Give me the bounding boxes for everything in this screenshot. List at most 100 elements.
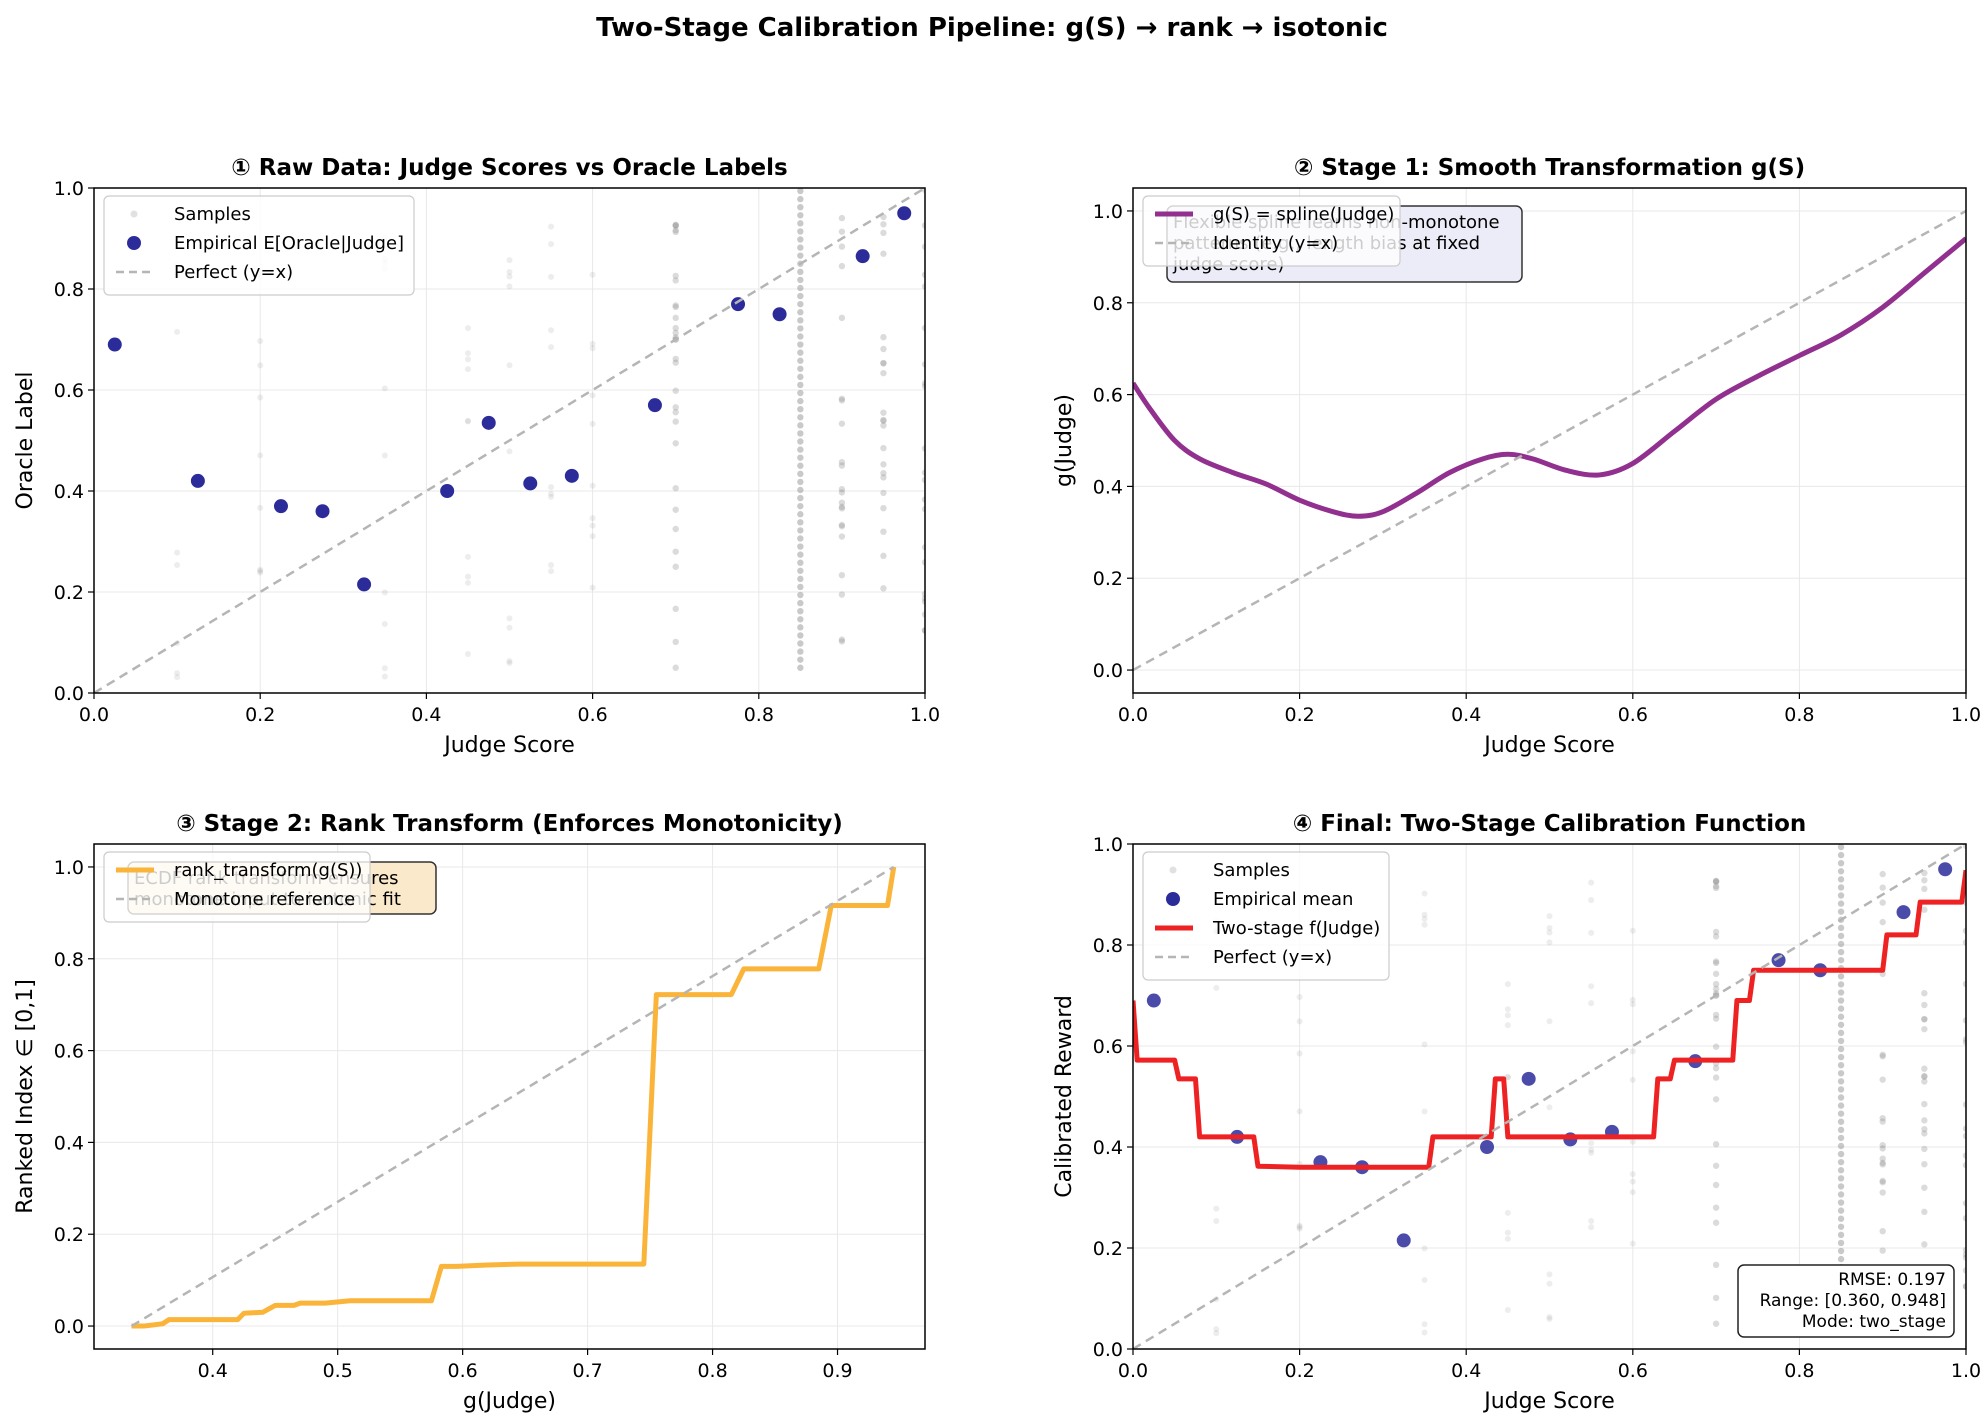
empirical-point (482, 416, 496, 430)
sample-point (839, 489, 845, 495)
figure-title: Two-Stage Calibration Pipeline: g(S) → r… (596, 13, 1388, 43)
sample-point (1880, 919, 1886, 925)
sample-point (382, 385, 388, 391)
sample-point (797, 430, 803, 436)
y-tick-label: 0.4 (1093, 476, 1123, 498)
empirical-point (191, 474, 205, 488)
sample-point (880, 346, 886, 352)
sample-point (1588, 1147, 1594, 1153)
sample-point (548, 491, 554, 497)
sample-point (797, 341, 803, 347)
sample-point (1297, 1018, 1303, 1024)
sample-point (1713, 971, 1719, 977)
y-tick-label: 1.0 (54, 857, 84, 879)
sample-point (382, 452, 388, 458)
sample-point (797, 665, 803, 671)
sample-point (1547, 939, 1553, 945)
y-tick-label: 0.0 (54, 1316, 84, 1338)
y-tick-label: 0.6 (54, 380, 84, 402)
sample-point (839, 591, 845, 597)
sample-point (1838, 1159, 1844, 1165)
y-tick-label: 0.4 (54, 481, 84, 503)
sample-point (1921, 1026, 1927, 1032)
y-tick-label: 0.0 (1093, 1339, 1123, 1361)
sample-point (880, 553, 886, 559)
sample-point (839, 638, 845, 644)
legend-label: Empirical mean (1213, 889, 1353, 910)
sample-point (1630, 1171, 1636, 1177)
sample-point (1921, 1065, 1927, 1071)
sample-point (1213, 985, 1219, 991)
sample-point (465, 651, 471, 657)
sample-point (1713, 1074, 1719, 1080)
sample-point (797, 309, 803, 315)
sample-point (1838, 1070, 1844, 1076)
sample-point (590, 392, 596, 398)
legend-label: Monotone reference (174, 889, 355, 910)
sample-point (1505, 1236, 1511, 1242)
sample-point (257, 568, 263, 574)
sample-point (590, 523, 596, 529)
sample-point (1921, 1117, 1927, 1123)
empirical-point (731, 297, 745, 311)
sample-point (590, 421, 596, 427)
sample-point (507, 362, 513, 368)
sample-point (382, 665, 388, 671)
sample-point (880, 230, 886, 236)
sample-point (797, 317, 803, 323)
sample-point (880, 445, 886, 451)
x-tick-label: 1.0 (1951, 1360, 1981, 1382)
sample-point (257, 505, 263, 511)
sample-point (797, 551, 803, 557)
x-tick-label: 0.2 (1284, 704, 1314, 726)
sample-point (839, 499, 845, 505)
y-tick-label: 0.2 (1093, 568, 1123, 590)
sample-point (1547, 929, 1553, 935)
sample-point (465, 574, 471, 580)
sample-point (1838, 1232, 1844, 1238)
x-tick-label: 0.4 (1451, 1360, 1481, 1382)
sample-point (1880, 1155, 1886, 1161)
sample-point (1505, 1230, 1511, 1236)
sample-point (1297, 1224, 1303, 1230)
empirical-point (357, 577, 371, 591)
sample-point (1838, 868, 1844, 874)
sample-point (1713, 1262, 1719, 1268)
sample-point (1838, 1102, 1844, 1108)
sample-point (673, 315, 679, 321)
legend-label: g(S) = spline(Judge) (1213, 204, 1394, 225)
sample-point (1505, 1006, 1511, 1012)
sample-point (1422, 1108, 1428, 1114)
empirical-point (316, 504, 330, 518)
sample-point (507, 273, 513, 279)
sample-point (1838, 1127, 1844, 1133)
empirical-point (1480, 1140, 1494, 1154)
sample-point (257, 394, 263, 400)
sample-point (1588, 880, 1594, 886)
sample-point (1838, 1038, 1844, 1044)
sample-point (1630, 1139, 1636, 1145)
sample-point (590, 272, 596, 278)
sample-point (1505, 1307, 1511, 1313)
sample-point (1838, 925, 1844, 931)
legend-label: Empirical E[Oracle|Judge] (174, 233, 404, 254)
sample-point (1838, 957, 1844, 963)
sample-point (1422, 1330, 1428, 1336)
sample-point (1713, 1204, 1719, 1210)
empirical-point (108, 338, 122, 352)
stats-text: Range: [0.360, 0.948] (1760, 1291, 1946, 1311)
sample-point (1547, 1104, 1553, 1110)
x-tick-label: 0.2 (1284, 1360, 1314, 1382)
y-tick-label: 0.6 (1093, 1036, 1123, 1058)
empirical-point (1522, 1072, 1536, 1086)
sample-point (1213, 1218, 1219, 1224)
y-axis-label: Ranked Index ∈ [0,1] (13, 979, 38, 1214)
empirical-point (1897, 905, 1911, 919)
x-tick-label: 0.4 (411, 704, 441, 726)
y-axis-label: g(Judge) (1052, 394, 1077, 487)
sample-point (1297, 1108, 1303, 1114)
sample-point (1838, 1191, 1844, 1197)
sample-point (797, 576, 803, 582)
sample-point (1838, 1119, 1844, 1125)
panel-title: ② Stage 1: Smooth Transformation g(S) (1294, 155, 1805, 181)
